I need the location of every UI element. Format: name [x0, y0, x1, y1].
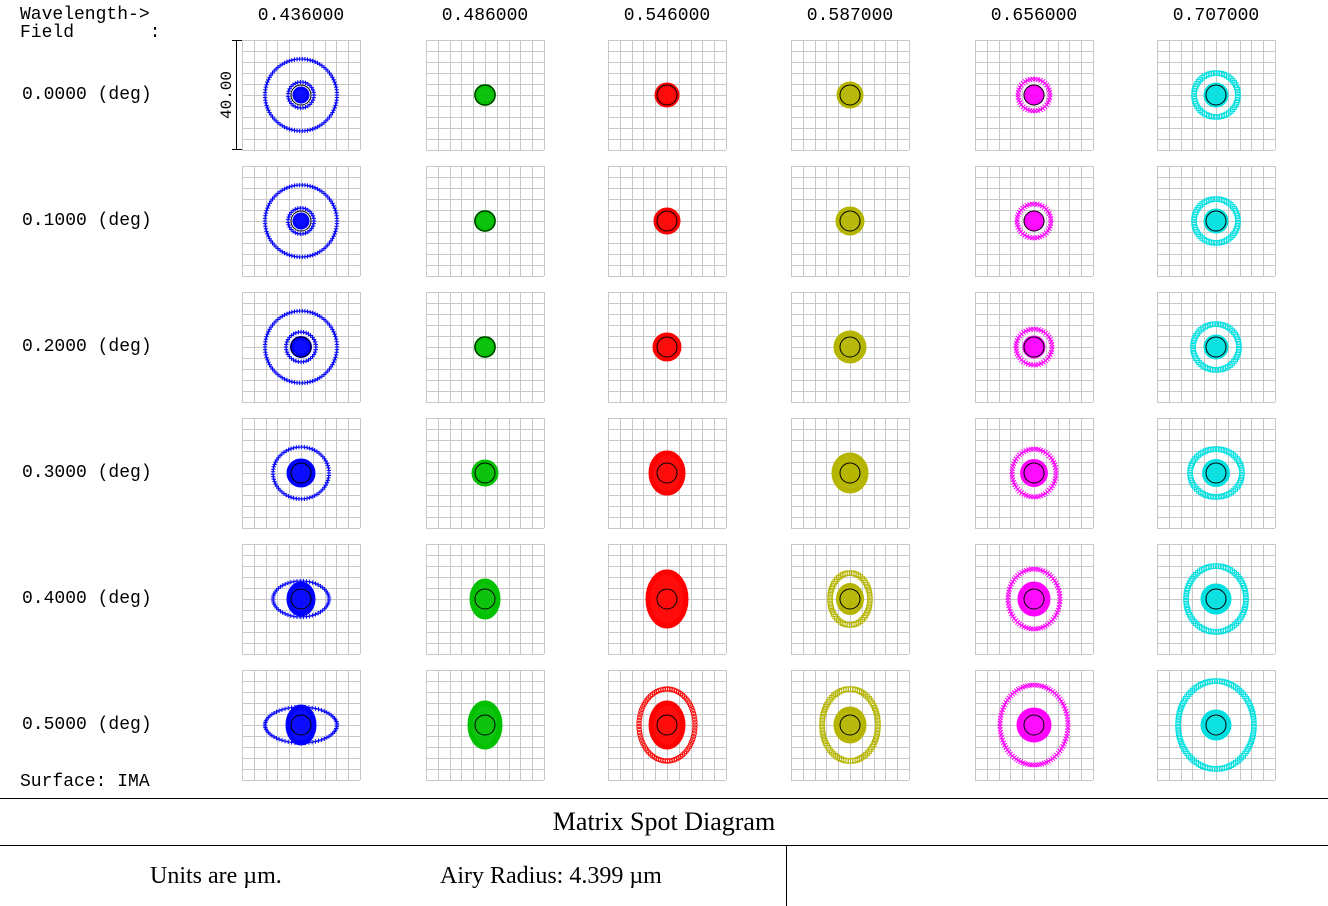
spot-svg [1157, 166, 1275, 276]
spot-cell [975, 544, 1093, 654]
spot-svg [975, 292, 1093, 402]
spot-svg [426, 292, 544, 402]
spot-cell [975, 292, 1093, 402]
spot-svg [608, 166, 726, 276]
spot-svg [426, 544, 544, 654]
spot-cell [242, 670, 360, 780]
spot-svg [608, 670, 726, 780]
wavelength-header: 0.707000 [1173, 6, 1259, 26]
spot-svg [242, 166, 360, 276]
spot-cell [1157, 544, 1275, 654]
spot-cell [608, 292, 726, 402]
spot-svg [608, 292, 726, 402]
spot-cell [608, 418, 726, 528]
spot-cell [242, 292, 360, 402]
scale-label: 40.00 [218, 71, 236, 119]
spot-cell [608, 166, 726, 276]
spot-svg [791, 40, 909, 150]
spot-svg [1157, 670, 1275, 780]
spot-svg [242, 292, 360, 402]
spot-svg [426, 670, 544, 780]
wavelength-header: 0.436000 [258, 6, 344, 26]
spot-svg [608, 544, 726, 654]
spot-svg [1157, 544, 1275, 654]
spot-svg [975, 418, 1093, 528]
spot-svg [242, 670, 360, 780]
spot-svg [1157, 40, 1275, 150]
spot-cell [426, 670, 544, 780]
spot-svg [791, 418, 909, 528]
spot-cell [426, 544, 544, 654]
spot-svg [1157, 292, 1275, 402]
spot-svg [1157, 418, 1275, 528]
spot-cell [242, 40, 360, 150]
field-header: 0.2000 (deg) [22, 337, 152, 357]
spot-cell [242, 418, 360, 528]
field-header: 0.4000 (deg) [22, 589, 152, 609]
spot-cell [426, 292, 544, 402]
spot-svg [426, 418, 544, 528]
wavelength-header: 0.656000 [991, 6, 1077, 26]
scale-bar [236, 40, 237, 150]
spot-svg [791, 670, 909, 780]
spot-svg [975, 166, 1093, 276]
spot-cell [1157, 166, 1275, 276]
field-header: 0.0000 (deg) [22, 85, 152, 105]
title-row: Matrix Spot Diagram [0, 799, 1328, 846]
spot-svg [608, 40, 726, 150]
field-header: 0.3000 (deg) [22, 463, 152, 483]
spot-svg [791, 544, 909, 654]
surface-label: Surface: IMA [20, 772, 150, 792]
spot-cell [791, 544, 909, 654]
spot-svg [426, 40, 544, 150]
spot-cell [791, 40, 909, 150]
spot-svg [791, 166, 909, 276]
airy-text: Airy Radius: 4.399 µm [440, 863, 662, 890]
units-text: Units are µm. [150, 863, 282, 890]
spot-cell [1157, 670, 1275, 780]
spot-svg [975, 40, 1093, 150]
info-row: Units are µm. Airy Radius: 4.399 µm [0, 846, 1328, 906]
spot-svg [791, 292, 909, 402]
spot-cell [426, 166, 544, 276]
spot-svg [975, 544, 1093, 654]
spot-cell [242, 544, 360, 654]
wavelength-header: 0.486000 [442, 6, 528, 26]
spot-svg [608, 418, 726, 528]
spot-cell [791, 670, 909, 780]
spot-svg [975, 670, 1093, 780]
spot-cell [608, 544, 726, 654]
field-header: 0.1000 (deg) [22, 211, 152, 231]
spot-cell [426, 418, 544, 528]
spot-cell [608, 40, 726, 150]
field-header: 0.5000 (deg) [22, 715, 152, 735]
wavelength-label: Wavelength-> [20, 5, 150, 25]
spot-svg [426, 166, 544, 276]
spot-cell [791, 166, 909, 276]
spot-cell [426, 40, 544, 150]
spot-svg [242, 40, 360, 150]
spot-cell [975, 166, 1093, 276]
spot-cell [975, 40, 1093, 150]
spot-cell [791, 418, 909, 528]
info-divider [786, 846, 787, 906]
diagram-title: Matrix Spot Diagram [553, 807, 775, 837]
spot-cell [1157, 40, 1275, 150]
wavelength-header: 0.587000 [807, 6, 893, 26]
spot-cell [1157, 418, 1275, 528]
wavelength-header: 0.546000 [624, 6, 710, 26]
spot-cell [975, 418, 1093, 528]
spot-svg [242, 544, 360, 654]
spot-cell [242, 166, 360, 276]
spot-cell [791, 292, 909, 402]
spot-cell [1157, 292, 1275, 402]
spot-cell [608, 670, 726, 780]
spot-cell [975, 670, 1093, 780]
header-labels: Wavelength->Field : [20, 6, 160, 42]
diagram-area: Wavelength->Field : 0.436000 0.486000 0.54… [0, 0, 1328, 799]
spot-svg [242, 418, 360, 528]
field-label: Field : [20, 23, 160, 43]
